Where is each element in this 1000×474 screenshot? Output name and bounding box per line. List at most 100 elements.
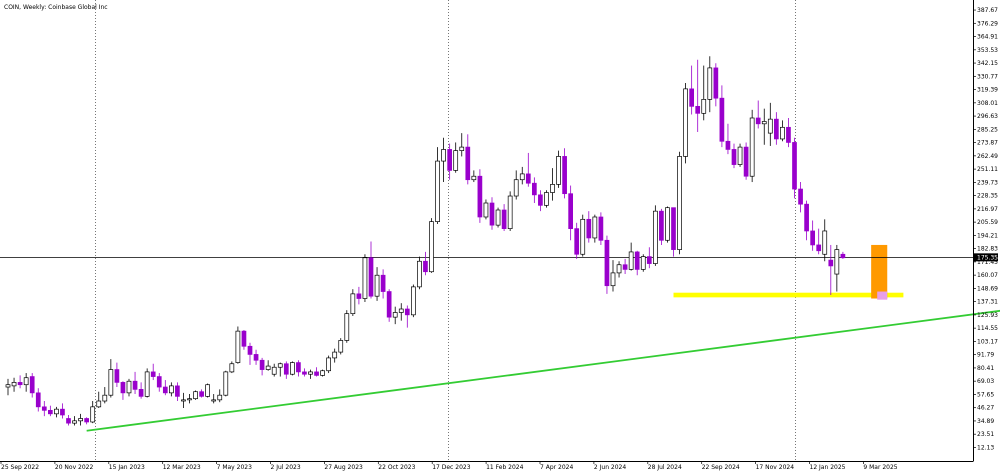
- candle-body: [417, 260, 422, 288]
- candle: [707, 56, 713, 113]
- candle: [810, 220, 816, 251]
- candle-body: [314, 371, 319, 376]
- price-tick-label: 46.27: [977, 405, 994, 412]
- candle: [562, 148, 567, 199]
- price-tick-label: 205.59: [977, 219, 998, 226]
- candle-body: [283, 363, 289, 375]
- candle: [773, 112, 779, 145]
- candle-body: [326, 357, 331, 372]
- candle: [513, 170, 519, 200]
- candle: [544, 190, 549, 208]
- candle-body: [290, 362, 295, 375]
- candle-body: [181, 399, 186, 402]
- candle-body: [441, 149, 446, 162]
- time-tick-label: 17 Dec 2023: [432, 464, 471, 471]
- time-tick-label: 27 Aug 2023: [324, 464, 363, 471]
- candle: [283, 361, 289, 379]
- candle-body: [90, 406, 96, 423]
- candle: [380, 269, 386, 299]
- candle-body: [798, 188, 803, 205]
- candle: [199, 389, 204, 398]
- candle-body: [5, 384, 11, 388]
- candle-body: [592, 216, 598, 239]
- candle-body: [507, 195, 513, 229]
- candle-body: [259, 359, 265, 370]
- candle-body: [35, 392, 41, 408]
- candle-body: [646, 256, 652, 264]
- candle: [72, 416, 77, 426]
- candle-body: [562, 156, 567, 195]
- price-tick-label: 308.01: [977, 100, 998, 107]
- candle-body: [144, 371, 150, 397]
- candle: [404, 305, 410, 328]
- candle: [580, 214, 586, 257]
- candle-body: [501, 209, 507, 229]
- candle: [41, 401, 47, 417]
- candle: [429, 218, 434, 273]
- candle-body: [11, 382, 17, 387]
- candle-body: [525, 173, 531, 184]
- candle: [616, 261, 622, 278]
- price-tick-label: 23.51: [977, 431, 994, 438]
- candle: [483, 199, 489, 220]
- price-tick-label: 114.55: [977, 325, 998, 332]
- candle: [66, 414, 71, 426]
- candle-body: [302, 371, 307, 375]
- candle: [447, 143, 452, 180]
- candle: [308, 369, 313, 379]
- candle: [60, 403, 65, 419]
- candle-body: [677, 156, 682, 250]
- candle: [175, 382, 180, 402]
- price-tick-label: 57.65: [977, 391, 994, 398]
- candle-body: [374, 274, 380, 297]
- candle: [755, 100, 761, 129]
- price-tick-label: 91.79: [977, 352, 994, 359]
- time-axis: 25 Sep 2022 20 Nov 2022 15 Jan 2023 12 Mar …: [0, 461, 898, 471]
- candle: [677, 151, 682, 255]
- candle: [350, 289, 356, 316]
- candle: [737, 143, 743, 167]
- candle: [568, 185, 574, 241]
- candle: [417, 256, 422, 290]
- candle-body: [725, 140, 731, 150]
- candle-body: [707, 67, 713, 100]
- candle: [411, 284, 416, 318]
- candle: [828, 244, 834, 296]
- candle-body: [640, 256, 646, 270]
- candle-body: [404, 308, 410, 316]
- candle: [507, 191, 513, 231]
- candle: [538, 190, 543, 212]
- candle: [586, 211, 592, 243]
- time-tick-label: 20 Nov 2022: [55, 464, 94, 471]
- candle: [296, 360, 301, 377]
- time-tick-label: 11 Feb 2024: [486, 464, 524, 471]
- candle: [362, 254, 368, 303]
- candle: [610, 260, 616, 292]
- candle-body: [737, 146, 743, 165]
- price-tick-label: 34.89: [977, 418, 994, 425]
- price-tick-label: 376.29: [977, 20, 998, 27]
- candle: [169, 382, 174, 397]
- candle-body: [368, 257, 374, 297]
- candle-body: [235, 330, 241, 363]
- candle: [459, 133, 465, 157]
- candle-body: [586, 218, 592, 239]
- candle: [435, 147, 440, 224]
- candle-body: [689, 88, 695, 107]
- candle: [392, 306, 398, 325]
- candle-body: [102, 394, 108, 402]
- candle-body: [513, 179, 519, 197]
- candle: [719, 85, 725, 148]
- price-axis: 387.67 376.29 364.91 353.53 342.15 330.77 319.…: [973, 7, 998, 451]
- candle: [713, 63, 719, 107]
- price-tick-label: 160.07: [977, 272, 998, 279]
- candle: [102, 387, 108, 404]
- candle-body: [411, 286, 416, 316]
- candle: [798, 182, 803, 213]
- candle-body: [749, 117, 755, 177]
- candle: [156, 373, 162, 392]
- current-price-tag: 175.35: [974, 253, 998, 262]
- candle-body: [338, 340, 344, 353]
- candle: [126, 378, 132, 397]
- candle-body: [622, 264, 628, 270]
